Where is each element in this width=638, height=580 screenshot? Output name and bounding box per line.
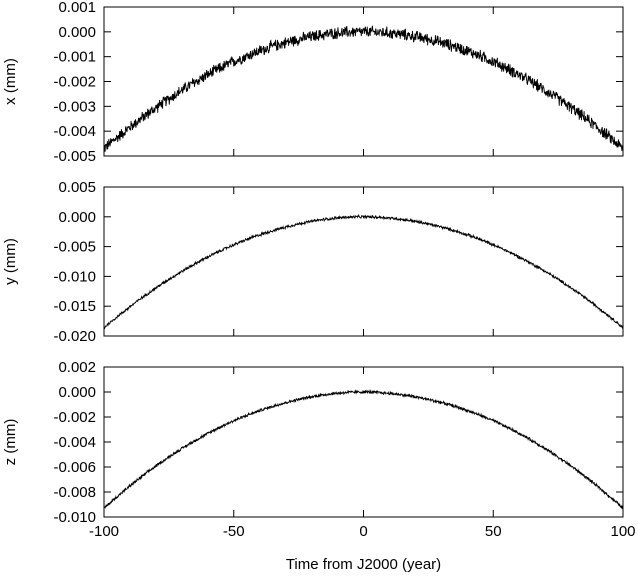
y-tick-label: -0.020 [53,328,96,345]
y-tick-label: -0.015 [53,298,96,315]
y-tick-label: 0.005 [58,179,96,196]
panel-2-frame [103,186,624,337]
x-tick-label: 0 [359,523,367,540]
y-axis-label: y (mm) [2,238,19,285]
y-tick-label: -0.005 [53,148,96,165]
y-tick-label: -0.010 [53,509,96,526]
x-tick-label: -100 [89,523,119,540]
x-tick-label: -50 [223,523,245,540]
y-tick-label: 0.000 [58,384,96,401]
y-tick-label: -0.005 [53,239,96,256]
y-axis-label: x (mm) [2,58,19,105]
y-tick-label: -0.003 [53,98,96,115]
y-tick-label: -0.004 [53,123,96,140]
panel-1-series-line [103,25,624,152]
y-tick-label: 0.002 [58,359,96,376]
y-tick-label: -0.002 [53,409,96,426]
x-tick-label: 50 [485,523,502,540]
y-axis-label: z (mm) [2,419,19,466]
panel-3-frame [103,366,624,518]
y-tick-label: -0.010 [53,268,96,285]
panel-2-series-line [103,213,624,330]
y-tick-label: 0.000 [58,209,96,226]
x-axis-label: Time from J2000 (year) [286,556,441,573]
y-tick-label: -0.002 [53,74,96,91]
y-tick-label: 0.000 [58,24,96,41]
y-tick-label: -0.004 [53,434,96,451]
panel-3-series-line [103,389,624,510]
y-tick-label: -0.008 [53,484,96,501]
y-tick-label: -0.001 [53,49,96,66]
y-tick-label: 0.001 [58,0,96,16]
x-tick-label: 100 [610,523,635,540]
y-tick-label: -0.006 [53,459,96,476]
